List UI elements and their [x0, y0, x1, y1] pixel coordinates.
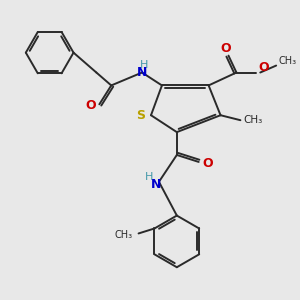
Text: O: O: [220, 42, 231, 55]
Text: CH₃: CH₃: [278, 56, 296, 66]
Text: N: N: [137, 66, 147, 79]
Text: N: N: [151, 178, 161, 191]
Text: S: S: [136, 109, 146, 122]
Text: O: O: [85, 99, 96, 112]
Text: O: O: [202, 158, 213, 170]
Text: CH₃: CH₃: [115, 230, 133, 240]
Text: O: O: [258, 61, 268, 74]
Text: H: H: [140, 60, 148, 70]
Text: H: H: [145, 172, 153, 182]
Text: CH₃: CH₃: [243, 115, 262, 125]
